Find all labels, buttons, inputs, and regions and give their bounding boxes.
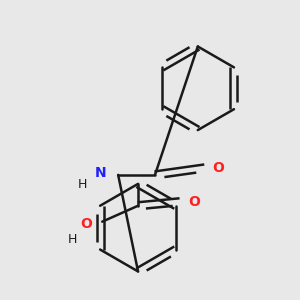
Text: O: O	[80, 217, 92, 231]
Text: H: H	[68, 233, 77, 246]
Text: H: H	[78, 178, 87, 191]
Text: O: O	[213, 161, 225, 175]
Text: O: O	[188, 195, 200, 209]
Text: N: N	[94, 166, 106, 180]
